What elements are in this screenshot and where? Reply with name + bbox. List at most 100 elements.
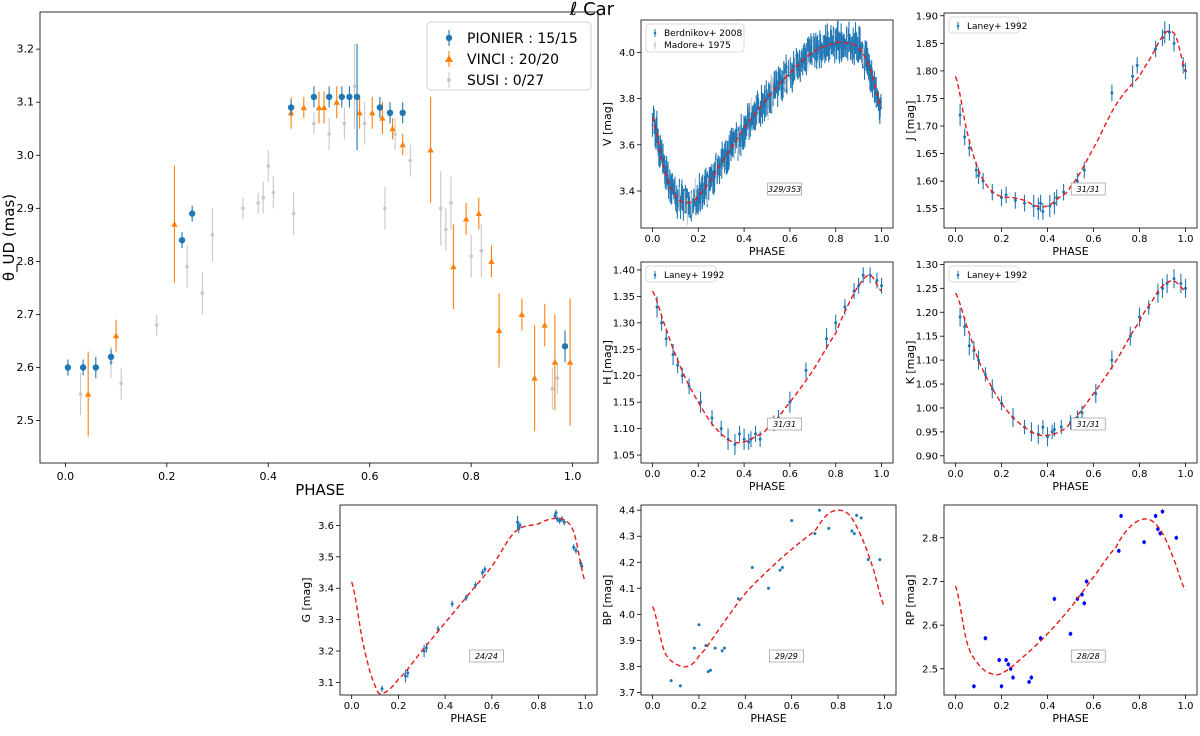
y-tick-label: 1.90 <box>916 11 938 22</box>
data-point <box>733 442 737 446</box>
data-point <box>850 47 852 50</box>
x-tick-label: 0.0 <box>948 469 964 480</box>
data-point <box>1062 190 1066 194</box>
data-point <box>676 363 680 367</box>
data-point <box>450 602 454 606</box>
data-point <box>817 46 820 49</box>
data-point <box>1172 41 1176 45</box>
count-annotation-box <box>469 649 504 663</box>
data-point <box>977 174 980 178</box>
data-point <box>822 43 825 46</box>
data-point <box>872 82 875 84</box>
y-axis-label: BP [mag] <box>601 575 614 626</box>
data-point <box>1048 204 1052 208</box>
data-point <box>383 206 387 211</box>
data-point <box>310 93 318 101</box>
data-point <box>185 264 189 269</box>
x-tick-label: 0.0 <box>645 701 661 712</box>
y-tick-label: 3.1 <box>17 96 35 109</box>
data-point <box>1050 430 1054 434</box>
data-point <box>697 623 701 627</box>
y-axis-label: J [mag] <box>904 101 917 142</box>
data-point <box>764 106 767 109</box>
x-tick-label: 0.2 <box>690 234 706 245</box>
data-point <box>843 305 847 309</box>
data-point <box>1027 680 1031 684</box>
x-tick-label: 1.0 <box>876 701 892 712</box>
y-axis-label: H [mag] <box>601 340 614 385</box>
data-point <box>327 132 331 136</box>
data-point <box>300 104 307 111</box>
data-point <box>78 392 83 396</box>
data-point <box>755 109 758 111</box>
data-point <box>1006 662 1011 667</box>
count-annotation-box <box>1070 417 1106 431</box>
y-tick-label: 1.30 <box>916 260 938 271</box>
data-point <box>424 646 428 650</box>
data-point <box>713 176 716 179</box>
data-point <box>869 74 871 77</box>
data-point <box>972 684 976 689</box>
y-tick-label: 1.20 <box>613 371 635 382</box>
figure-title: ℓ Car <box>569 0 615 20</box>
data-point <box>495 327 503 333</box>
data-point <box>406 671 410 675</box>
model-curve <box>651 41 883 204</box>
x-tick-label: 0.2 <box>994 701 1010 712</box>
x-tick-label: 1.0 <box>874 469 890 480</box>
panel-H: 0.0 0.2 0.4 0.6 0.8 1.0 1.05 1.10 1.15 1.20 1.25 1.… <box>601 261 894 493</box>
y-tick-label: 4.2 <box>619 558 635 569</box>
data-point <box>767 109 769 112</box>
y-tick-label: 2.5 <box>922 664 938 675</box>
y-tick-label: 1.05 <box>613 451 635 462</box>
data-point <box>680 374 684 378</box>
data-point <box>1068 632 1073 636</box>
data-point <box>733 139 735 142</box>
data-point <box>679 206 682 209</box>
panel-RP: 0.0 0.2 0.4 0.6 0.8 1.0 2.5 2.6 2.7 2.8 PHASE RP [m… <box>904 504 1198 725</box>
y-tick-label: 2.5 <box>17 414 35 427</box>
data-point <box>154 323 159 327</box>
x-tick-label: 0.6 <box>1086 469 1102 480</box>
data-point <box>967 146 971 150</box>
data-point <box>1128 334 1132 338</box>
y-tick-label: 1.35 <box>613 292 635 303</box>
data-point <box>427 146 434 153</box>
data-point <box>353 93 361 101</box>
data-point <box>362 121 367 126</box>
data-point <box>356 109 363 116</box>
data-point <box>481 571 485 575</box>
data-point <box>837 33 839 36</box>
data-point <box>338 93 346 101</box>
data-point <box>790 74 793 77</box>
data-point <box>1052 597 1057 601</box>
data-point <box>287 104 295 111</box>
data-point <box>827 48 830 51</box>
data-point <box>958 113 962 117</box>
legend-box <box>645 265 717 283</box>
x-axis-label: PHASE <box>750 712 786 725</box>
data-point <box>1008 666 1013 671</box>
data-point <box>749 126 752 129</box>
data-point <box>516 520 520 524</box>
data-point <box>983 372 987 376</box>
y-axis-label: θ_UD (mas) <box>0 194 19 281</box>
y-tick-label: 4.4 <box>619 506 635 517</box>
panel-J: 0.0 0.2 0.4 0.6 0.8 1.0 1.55 1.60 1.65 1.70 1.75 1.… <box>904 11 1198 258</box>
data-point <box>771 83 774 86</box>
data-point <box>210 233 215 237</box>
x-tick-label: 0.2 <box>390 701 406 712</box>
data-point <box>977 358 980 362</box>
data-point <box>462 215 470 222</box>
data-point <box>825 337 829 341</box>
y-tick-label: 1.05 <box>916 380 938 391</box>
x-axis-label: PHASE <box>450 712 486 725</box>
legend-marker <box>956 24 960 28</box>
data-point <box>688 204 691 207</box>
axes-frame <box>39 11 599 464</box>
data-point <box>750 565 754 569</box>
data-point <box>754 432 758 436</box>
model-curve <box>351 517 586 695</box>
y-tick-label: 0.95 <box>916 427 938 438</box>
data-point <box>1110 91 1114 95</box>
